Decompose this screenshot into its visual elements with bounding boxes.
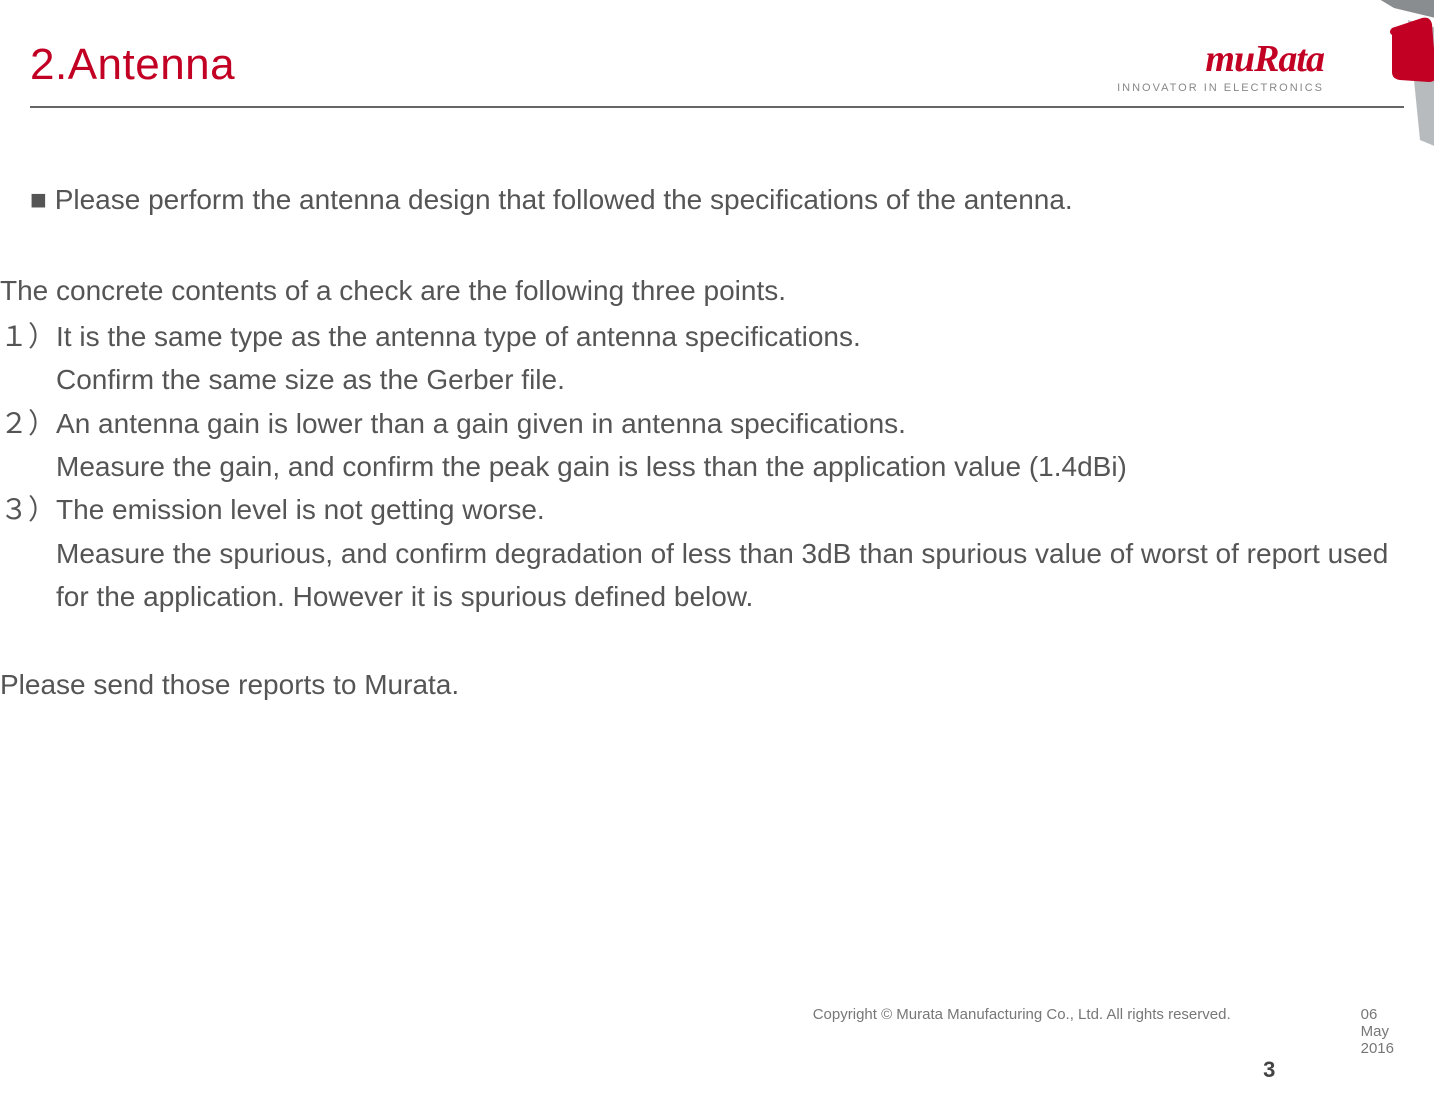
check-item: ２）An antenna gain is lower than a gain g… [0, 402, 1404, 489]
copyright-text: Copyright © Murata Manufacturing Co., Lt… [813, 1006, 1231, 1023]
item-sub: Confirm the same size as the Gerber file… [56, 358, 1404, 401]
page-title: 2.Antenna [30, 40, 235, 90]
intro-line: The concrete contents of a check are the… [0, 269, 1404, 312]
check-items: １）It is the same type as the antenna typ… [0, 315, 1404, 619]
check-item: １）It is the same type as the antenna typ… [0, 315, 1404, 402]
bullet-icon: ■ [30, 184, 47, 215]
item-number: １） [0, 321, 56, 352]
logo-tagline: INNOVATOR IN ELECTRONICS [1117, 82, 1324, 94]
item-number: ２） [0, 408, 56, 439]
lead-text: Please perform the antenna design that f… [55, 184, 1073, 215]
item-head: The emission level is not getting worse. [56, 494, 545, 525]
item-sub: Measure the gain, and confirm the peak g… [56, 445, 1404, 488]
item-sub: Measure the spurious, and confirm degrad… [56, 532, 1404, 619]
item-head: An antenna gain is lower than a gain giv… [56, 408, 906, 439]
slide: 2.Antenna muRata INNOVATOR IN ELECTRONIC… [0, 0, 1434, 1111]
content-body: ■ Please perform the antenna design that… [30, 178, 1404, 706]
title-row: 2.Antenna muRata INNOVATOR IN ELECTRONIC… [30, 40, 1404, 108]
slide-footer: Copyright © Murata Manufacturing Co., Lt… [0, 1006, 1434, 1083]
item-head: It is the same type as the antenna type … [56, 321, 861, 352]
corner-decoration [1344, 0, 1434, 190]
lead-line: ■ Please perform the antenna design that… [30, 178, 1404, 221]
logo-wordmark: muRata [1117, 40, 1324, 78]
page-number: 3 [1263, 1057, 1275, 1082]
footer-date: 06 May 2016 [1361, 1006, 1394, 1057]
check-item: ３）The emission level is not getting wors… [0, 488, 1404, 618]
brand-logo: muRata INNOVATOR IN ELECTRONICS [1117, 40, 1324, 94]
item-number: ３） [0, 494, 56, 525]
closing-line: Please send those reports to Murata. [0, 663, 1404, 706]
